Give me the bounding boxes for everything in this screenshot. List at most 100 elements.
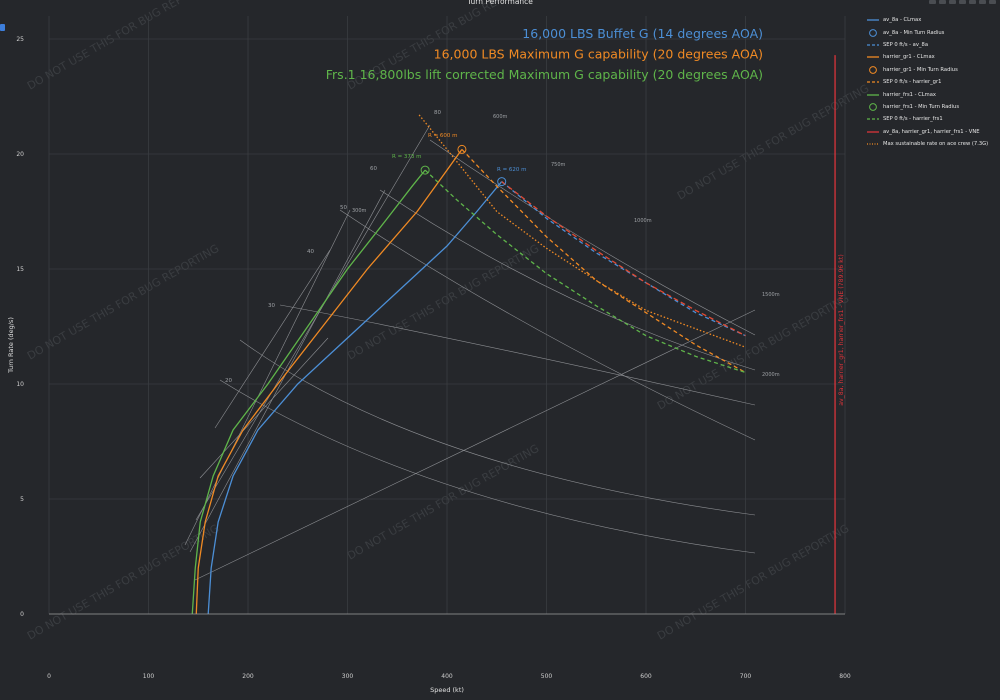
pan-icon[interactable] xyxy=(949,0,956,4)
series-line xyxy=(501,181,746,337)
legend-label: SEP 0 ft/s - harrier_gr1 xyxy=(883,79,942,86)
g-isoline xyxy=(195,124,431,521)
watermark-text: DO NOT USE THIS FOR BUG REPORTING xyxy=(25,242,221,363)
x-axis-title: Speed (kt) xyxy=(430,686,464,694)
legend-label: Max sustainable rate on ace crew (7.3G) xyxy=(883,141,989,148)
x-tick-label: 500 xyxy=(541,673,553,680)
legend-item[interactable]: av_8a, harrier_gr1, harrier_frs1 - VNE xyxy=(866,126,998,138)
legend-item[interactable]: harrier_frs1 - Min Turn Radius xyxy=(866,101,998,113)
legend-symbol-mark xyxy=(869,65,877,74)
x-tick-label: 0 xyxy=(47,673,51,680)
legend: av_8a - CLmax av_8a - Min Turn Radius SEP … xyxy=(866,14,998,150)
x-tick-label: 400 xyxy=(441,673,453,680)
g-isoline-label: 40 xyxy=(307,249,314,255)
y-tick-label: 0 xyxy=(20,611,24,618)
point-label: R = 600 m xyxy=(428,133,458,139)
g-isoline xyxy=(184,209,351,546)
point-label: R = 373 m xyxy=(392,154,422,160)
annotation-text: 16,000 LBS Maximum G capability (20 degr… xyxy=(434,47,763,62)
legend-label: harrier_frs1 - CLmax xyxy=(883,91,936,98)
radius-isoline xyxy=(379,189,756,371)
legend-symbol-icon xyxy=(869,28,877,37)
legend-label: harrier_gr1 - CLmax xyxy=(883,54,935,61)
x-tick-label: 200 xyxy=(242,673,254,680)
legend-label: av_8a, harrier_gr1, harrier_frs1 - VNE xyxy=(883,128,980,135)
legend-symbol-icon xyxy=(867,118,879,120)
y-axis-title: Turn Rate (deg/s) xyxy=(7,317,15,374)
axes-layer: 0 100 200 300 400 500 600 700 800 0 5 10 15 20 25 Speed… xyxy=(7,0,851,694)
min-turn-radius-marker xyxy=(497,177,507,187)
reset-axes-icon[interactable] xyxy=(989,0,996,4)
watermark-text: DO NOT USE THIS FOR BUG REPORTING xyxy=(25,0,221,93)
y-tick-label: 10 xyxy=(16,381,24,388)
point-label: R = 620 m xyxy=(497,167,527,173)
annotation-text: Frs.1 16,800lbs lift corrected Maximum G… xyxy=(326,67,763,82)
legend-item[interactable]: SEP 0 ft/s - harrier_gr1 xyxy=(866,76,998,88)
watermark-layer: DO NOT USE THIS FOR BUG REPORTING DO NOT … xyxy=(25,0,871,643)
x-tick-label: 600 xyxy=(640,673,652,680)
isoline-layer xyxy=(184,124,756,581)
legend-symbol-icon xyxy=(867,131,879,133)
legend-symbol-icon xyxy=(867,93,879,96)
radius-isoline xyxy=(239,339,756,516)
legend-item[interactable]: av_8a - CLmax xyxy=(866,14,998,26)
legend-label: SEP 0 ft/s - av_8a xyxy=(883,41,929,48)
series-line xyxy=(207,181,503,615)
radius-isoline-label: 600m xyxy=(493,114,508,120)
camera-icon[interactable] xyxy=(929,0,936,4)
g-isoline-label: 50 xyxy=(340,205,347,211)
g-isoline xyxy=(199,337,329,479)
legend-label: av_8a - CLmax xyxy=(883,17,922,24)
legend-label: SEP 0 ft/s - harrier_frs1 xyxy=(883,116,943,123)
legend-item[interactable]: SEP 0 ft/s - av_8a xyxy=(866,39,998,51)
min-turn-radius-marker xyxy=(457,144,467,154)
series-line xyxy=(191,169,426,615)
x-tick-label: 300 xyxy=(342,673,354,680)
zoom-in-icon[interactable] xyxy=(959,0,966,4)
legend-symbol-icon xyxy=(869,65,877,74)
g-isoline-label: 30 xyxy=(268,303,275,309)
legend-item[interactable]: Max sustainable rate on ace crew (7.3G) xyxy=(866,138,998,150)
legend-item[interactable]: SEP 0 ft/s - harrier_frs1 xyxy=(866,113,998,125)
grid xyxy=(48,16,846,615)
legend-label: harrier_gr1 - Min Turn Radius xyxy=(883,66,958,73)
series-line xyxy=(424,169,746,374)
g-isoline xyxy=(194,309,756,581)
watermark-text: DO NOT USE THIS FOR BUG REPORTING xyxy=(675,82,871,203)
radius-isoline-label: 1500m xyxy=(762,292,780,298)
zoom-icon[interactable] xyxy=(939,0,946,4)
vne-label: av_8a, harrier_gr1, harrier_frs1 - VNE (… xyxy=(838,254,845,406)
chart-title: Turn Performance xyxy=(466,0,533,6)
legend-symbol-mark xyxy=(869,28,877,37)
zoom-out-icon[interactable] xyxy=(969,0,976,4)
legend-label: harrier_frs1 - Min Turn Radius xyxy=(883,103,960,110)
y-tick-label: 5 xyxy=(20,496,24,503)
watermark-text: DO NOT USE THIS FOR BUG REPORTING xyxy=(655,522,851,643)
g-isoline xyxy=(214,249,331,429)
series-layer xyxy=(191,55,836,615)
legend-symbol-icon xyxy=(867,81,879,83)
y-tick-label: 25 xyxy=(16,36,24,43)
legend-item[interactable]: harrier_gr1 - Min Turn Radius xyxy=(866,64,998,76)
x-tick-label: 100 xyxy=(143,673,155,680)
series-line xyxy=(501,181,746,337)
side-tab-icon[interactable] xyxy=(0,24,5,31)
legend-label: av_8a - Min Turn Radius xyxy=(883,29,945,36)
radius-isoline-label: 1000m xyxy=(634,218,652,224)
series-line xyxy=(461,148,746,374)
y-tick-label: 20 xyxy=(16,151,24,158)
chart-toolbar xyxy=(929,0,996,4)
g-isoline-label: 80 xyxy=(434,110,441,116)
legend-item[interactable]: harrier_frs1 - CLmax xyxy=(866,88,998,100)
g-isoline-label: 60 xyxy=(370,166,377,172)
radius-isoline xyxy=(279,304,756,406)
legend-item[interactable]: harrier_gr1 - CLmax xyxy=(866,51,998,63)
radius-isoline xyxy=(429,139,756,336)
radius-isoline-label: 750m xyxy=(551,162,566,168)
radius-isoline-label: 300m xyxy=(352,208,367,214)
legend-symbol-icon xyxy=(867,44,879,46)
autoscale-icon[interactable] xyxy=(979,0,986,4)
legend-item[interactable]: av_8a - Min Turn Radius xyxy=(866,26,998,38)
